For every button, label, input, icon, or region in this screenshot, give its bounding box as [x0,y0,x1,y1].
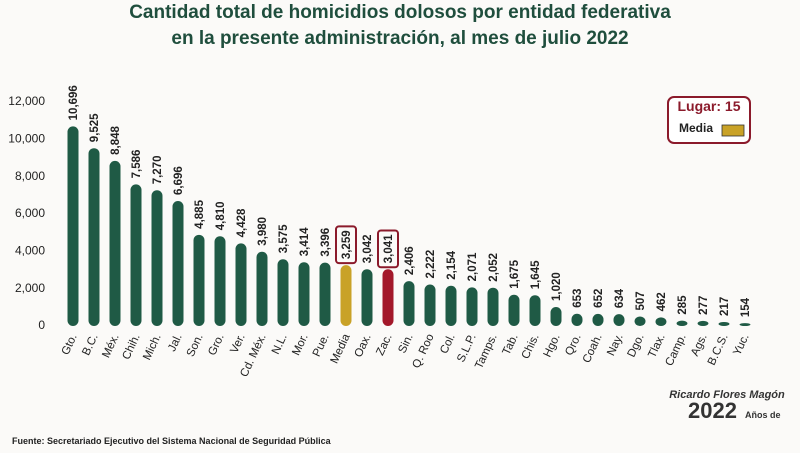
bar [193,234,205,326]
value-label: 4,885 [194,199,206,228]
bar [319,262,331,326]
logo-year: 2022 [688,398,737,423]
y-tick-label: 4,000 [15,244,45,258]
value-label: 2,406 [404,246,416,275]
y-tick-label: 2,000 [15,281,45,295]
value-label: 652 [593,289,605,308]
chart-title: Cantidad total de homicidios dolosos por… [129,2,671,23]
y-tick-label: 10,000 [8,132,45,146]
value-label: 3,414 [299,227,311,256]
value-label: 634 [614,288,626,308]
value-label: 8,848 [110,125,122,154]
bar [67,126,79,326]
value-label: 2,154 [446,250,458,279]
bar [613,314,625,326]
bar [361,269,373,326]
bar [718,321,730,326]
value-label: 2,052 [488,253,500,282]
bar [214,236,226,326]
value-label: 277 [698,296,710,315]
bar [739,323,751,326]
bar [571,313,583,326]
y-tick-label: 8,000 [15,169,45,183]
value-label: 7,586 [131,150,143,179]
bar [550,306,562,326]
bar [445,285,457,326]
value-label: 3,980 [257,217,269,246]
bar [592,313,604,326]
value-label: 3,041 [383,234,395,263]
bar [676,320,688,326]
bar [151,190,163,326]
logo-name: Ricardo Flores Magón [669,389,785,401]
value-label: 507 [635,291,647,310]
value-label: 3,259 [341,230,353,259]
legend-label: Media [679,121,713,135]
value-label: 462 [656,292,668,311]
value-label: 10,696 [68,85,80,120]
bar [487,287,499,326]
legend-title: Lugar: 15 [677,98,740,114]
value-label: 653 [572,289,584,308]
bar [655,317,667,326]
y-tick-label: 12,000 [8,94,45,108]
value-label: 1,020 [551,272,563,301]
y-tick-label: 6,000 [15,206,45,220]
bar [130,184,142,326]
value-label: 2,071 [467,252,479,281]
value-label: 217 [719,297,731,316]
bar [298,262,310,326]
bar [697,320,709,326]
y-tick-label: 0 [38,318,45,332]
legend-swatch [721,124,745,137]
value-label: 285 [677,295,689,315]
bar [466,287,478,326]
chart-subtitle: en la presente administración, al mes de… [171,28,628,49]
value-label: 6,696 [173,166,185,195]
bar [277,259,289,326]
value-label: 2,222 [425,250,437,279]
value-label: 7,270 [152,156,164,185]
bar [172,201,184,326]
bar [340,265,352,326]
value-label: 1,645 [530,260,542,289]
value-label: 4,810 [215,201,227,230]
highlight-box [377,229,399,269]
value-label: 154 [740,297,752,317]
bar [256,251,268,326]
bar [634,316,646,326]
bar [382,269,394,326]
value-label: 3,575 [278,224,290,253]
bar [529,295,541,326]
value-label: 3,042 [362,234,374,263]
value-label: 1,675 [509,259,521,288]
logo-caption: Años de [745,410,781,420]
bar [88,148,100,326]
bar [109,160,121,326]
bar [403,281,415,326]
value-label: 9,525 [89,113,101,142]
source: Fuente: Secretariado Ejecutivo del Siste… [12,436,332,446]
bar [424,284,436,326]
highlight-box [335,225,357,265]
bar [508,294,520,326]
bar [235,243,247,326]
value-label: 4,428 [236,208,248,237]
value-label: 3,396 [320,228,332,257]
